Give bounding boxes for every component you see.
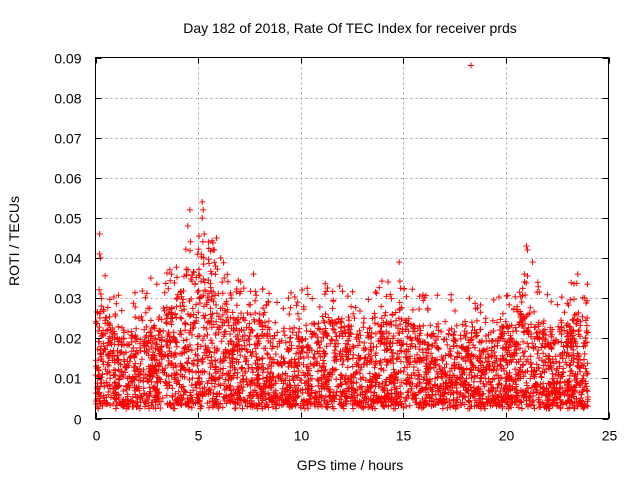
y-tick-label: 0.03 — [54, 291, 81, 307]
y-tick-label: 0.04 — [54, 251, 81, 267]
outlier-point — [96, 230, 103, 237]
x-tick-label: 20 — [499, 428, 515, 444]
y-tick-label: 0.08 — [54, 91, 81, 107]
y-tick-label: 0 — [74, 412, 82, 428]
outlier-point — [184, 222, 191, 229]
x-tick-label: 15 — [396, 428, 412, 444]
outlier-point — [200, 206, 207, 213]
outlier-point — [147, 275, 154, 282]
outlier-point — [186, 206, 193, 213]
outlier-point — [529, 259, 536, 266]
x-tick-label: 10 — [294, 428, 310, 444]
outlier-point — [96, 251, 103, 258]
outlier-point — [285, 295, 292, 302]
y-tick-label: 0.07 — [54, 131, 81, 147]
scatter-point-cloud — [92, 233, 591, 412]
outlier-point — [213, 235, 220, 241]
y-axis-label: ROTI / TECUs — [6, 196, 22, 286]
y-tick-label: 0.09 — [54, 51, 81, 67]
y-tick-label: 0.05 — [54, 211, 81, 227]
plot-frame — [95, 57, 609, 419]
y-tick-label: 0.01 — [54, 371, 81, 387]
outlier-point — [250, 271, 257, 278]
x-tick-label: 25 — [602, 428, 618, 444]
outlier-point — [574, 271, 581, 278]
outlier-point — [201, 230, 208, 237]
y-tick-label: 0.06 — [54, 171, 81, 187]
outlier-point — [199, 198, 206, 205]
outlier-point — [523, 243, 530, 250]
chart-title: Day 182 of 2018, Rate Of TEC Index for r… — [183, 20, 517, 36]
y-tick-label: 0.02 — [54, 331, 81, 347]
outlier-point — [468, 62, 475, 69]
outlier-point — [205, 239, 212, 246]
outlier-point — [396, 259, 403, 266]
x-tick-label: 5 — [195, 428, 203, 444]
axis-ticks: 0 5 10 15 20 25 0 0.01 0.02 0.03 0.04 0.05 0.06 0.07 0… — [54, 51, 617, 444]
outlier-point — [199, 214, 206, 221]
outlier-point — [521, 271, 528, 278]
x-tick-label: 0 — [93, 428, 101, 444]
outlier-point — [168, 271, 175, 278]
x-axis-label: GPS time / hours — [297, 457, 404, 473]
data-points — [92, 62, 591, 412]
outlier-point — [524, 247, 531, 254]
outlier-point — [336, 283, 343, 290]
outlier-point — [217, 255, 224, 262]
